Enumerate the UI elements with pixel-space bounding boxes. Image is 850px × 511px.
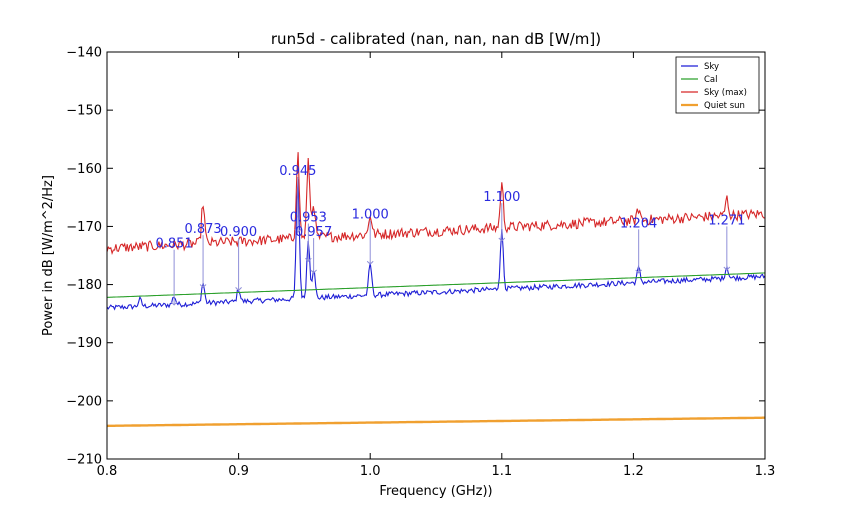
peak-label: 0.953 [290,211,327,226]
x-axis-label: Frequency (GHz)) [379,484,492,499]
peak-marker-arrow [310,269,317,274]
peak-marker-arrow [304,257,312,263]
peak-marker-arrow [170,301,178,306]
y-tick-label: −160 [66,162,102,177]
peak-marker-arrow [294,228,302,233]
peak-label: 1.271 [708,213,745,228]
legend-entry: Sky [704,62,719,72]
axes: 0.8 0.9 1.0 1.1 1.2 1.3 −140 −150 −160 −170 −180 −1… [66,46,775,480]
peak-label: 1.100 [483,190,520,205]
peak-marker-arrow [723,266,731,271]
series-line-sky [106,179,766,311]
y-tick-label: −150 [66,104,102,119]
legend-entry: Cal [704,75,718,85]
legend-entry: Sky (max) [704,88,747,98]
peak-label: 0.851 [156,237,193,252]
series-line-quiet-sun [106,416,765,428]
peak-label: 1.000 [352,208,389,223]
x-tick-label: 1.3 [755,464,776,479]
plot-frame [106,51,766,460]
peak-label: 0.873 [184,222,221,237]
peak-marker-arrow [498,237,506,242]
legend-entry: Quiet sun [704,101,745,111]
peak-marker-arrow [199,284,207,289]
x-tick-label: 1.0 [360,464,381,479]
peak-label: 1.204 [620,216,657,231]
peak-marker-arrow [366,260,374,265]
peak-marker-arrow [235,287,242,292]
x-tick-label: 0.9 [228,464,249,479]
peak-label: 0.945 [279,164,316,179]
peak-label: 0.957 [295,225,332,240]
peak-label: 0.900 [220,225,257,240]
y-tick-label: −170 [66,220,102,235]
y-tick-label: −140 [66,46,102,61]
series-line-cal [106,272,766,298]
y-tick-label: −180 [66,278,102,293]
y-tick-label: −200 [66,394,102,409]
chart-title: run5d - calibrated (nan, nan, nan dB [W/… [271,30,601,48]
series-line-sky-max [106,152,766,256]
y-axis-label: Power in dB [W/m^2/Hz] [41,175,56,336]
peak-marker-arrow [635,269,643,274]
legend: Sky Cal Sky (max) Quiet sun [675,56,760,114]
y-tick-label: −210 [66,453,102,468]
x-tick-label: 0.8 [97,464,118,479]
x-tick-label: 1.2 [623,464,644,479]
x-tick-label: 1.1 [491,464,512,479]
y-tick-label: −190 [66,336,102,351]
